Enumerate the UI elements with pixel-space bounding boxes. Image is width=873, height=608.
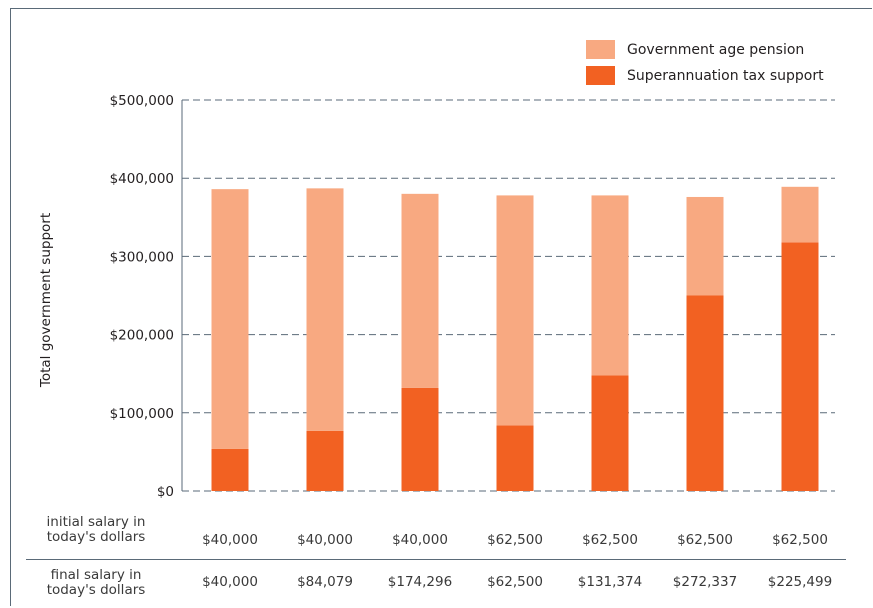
initial-salary-cell: $62,500 bbox=[487, 532, 543, 548]
bar-pension-segment bbox=[591, 195, 629, 376]
bar-super-segment bbox=[591, 375, 629, 491]
initial-salary-cell: $62,500 bbox=[677, 532, 733, 548]
initial-salary-cell: $62,500 bbox=[582, 532, 638, 548]
bar-super-segment bbox=[211, 448, 249, 491]
initial-salary-cell: $62,500 bbox=[772, 532, 828, 548]
bar-pension-segment bbox=[401, 193, 439, 388]
chart-frame bbox=[10, 8, 872, 606]
legend-item-super: Superannuation tax support bbox=[586, 66, 824, 85]
bar-pension-segment bbox=[781, 186, 819, 243]
grid-lines bbox=[182, 99, 835, 492]
y-tick-label: $400,000 bbox=[110, 171, 174, 187]
y-tick-labels: $0 $100,000 $200,000 $300,000 $400,000 $500,0… bbox=[110, 93, 174, 500]
legend-label-pension: Government age pension bbox=[627, 41, 805, 58]
legend-swatch-pension bbox=[586, 40, 615, 59]
final-salary-cell: $174,296 bbox=[387, 574, 453, 590]
y-axis-label: Total government support bbox=[38, 212, 54, 388]
bar-pension-segment bbox=[496, 195, 534, 426]
y-tick-label: $500,000 bbox=[110, 93, 174, 109]
bar-super-segment bbox=[781, 242, 819, 491]
bar-pension-segment bbox=[211, 189, 249, 449]
bar-pension-segment bbox=[306, 188, 344, 431]
y-tick-label: $100,000 bbox=[110, 406, 174, 422]
initial-label-line2: today's dollars bbox=[46, 529, 146, 545]
bar-super-segment bbox=[401, 387, 439, 491]
initial-salary-cell: $40,000 bbox=[202, 532, 258, 548]
final-salary-cell: $40,000 bbox=[202, 574, 258, 590]
initial-salary-cell: $40,000 bbox=[297, 532, 353, 548]
initial-salary-cell: $40,000 bbox=[392, 532, 448, 548]
bar-pension-segment bbox=[686, 196, 724, 296]
initial-label-line1: initial salary in bbox=[46, 514, 146, 530]
final-salary-cell: $225,499 bbox=[767, 574, 833, 590]
final-salary-cell: $131,374 bbox=[577, 574, 643, 590]
bar-super-segment bbox=[306, 430, 344, 491]
y-tick-label: $0 bbox=[157, 484, 174, 500]
bar-super-segment bbox=[496, 425, 534, 491]
initial-salary-row-label: initial salary in today's dollars bbox=[26, 515, 166, 545]
legend-item-pension: Government age pension bbox=[586, 40, 804, 59]
y-tick-label: $300,000 bbox=[110, 249, 174, 265]
bar-super-segment bbox=[686, 295, 724, 491]
bars bbox=[211, 186, 819, 491]
final-label-line1: final salary in bbox=[50, 567, 142, 583]
final-salary-cell: $272,337 bbox=[672, 574, 738, 590]
table-divider bbox=[26, 559, 846, 560]
final-salary-row-label: final salary in today's dollars bbox=[26, 568, 166, 598]
legend-swatch-super bbox=[586, 66, 615, 85]
legend-label-super: Superannuation tax support bbox=[627, 67, 824, 84]
final-salary-cell: $84,079 bbox=[297, 574, 353, 590]
final-label-line2: today's dollars bbox=[46, 582, 146, 598]
final-salary-cell: $62,500 bbox=[487, 574, 543, 590]
y-tick-label: $200,000 bbox=[110, 328, 174, 344]
